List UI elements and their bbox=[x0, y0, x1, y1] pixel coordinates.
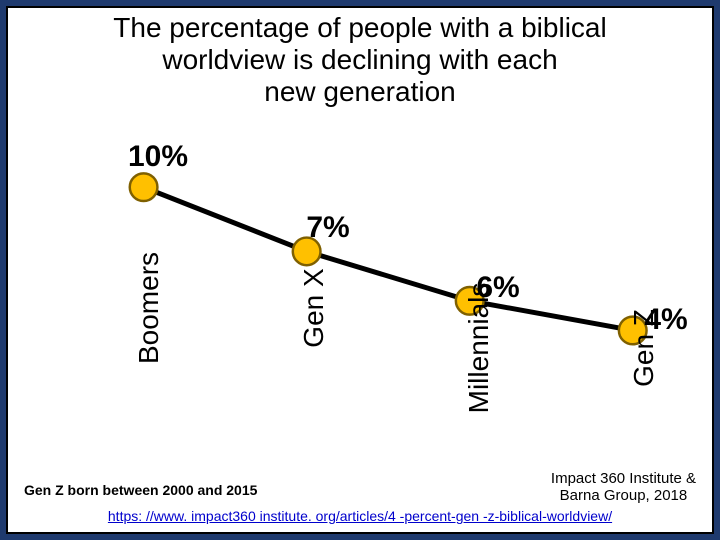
chart-line-group bbox=[144, 187, 633, 330]
data-marker bbox=[130, 173, 158, 201]
title-line-1: The percentage of people with a biblical bbox=[113, 12, 606, 43]
slide-title: The percentage of people with a biblical… bbox=[8, 12, 712, 109]
value-label: 10% bbox=[128, 140, 188, 174]
generation-label: Boomers bbox=[133, 252, 165, 364]
chart-area: 10%Boomers7%Gen X6%Millennials4%Gen Z bbox=[48, 118, 672, 452]
slide-frame: The percentage of people with a biblical… bbox=[6, 6, 714, 534]
footnote-right: Impact 360 Institute & Barna Group, 2018 bbox=[551, 470, 696, 505]
title-line-2: worldview is declining with each bbox=[162, 44, 557, 75]
trend-line bbox=[144, 187, 633, 330]
source-url[interactable]: https: //www. impact360 institute. org/a… bbox=[8, 508, 712, 524]
footnote-right-line-2: Barna Group, 2018 bbox=[560, 487, 688, 504]
generation-label: Gen X bbox=[298, 268, 330, 347]
generation-label: Millennials bbox=[463, 283, 495, 414]
footnote-right-line-1: Impact 360 Institute & bbox=[551, 470, 696, 487]
generation-label: Gen Z bbox=[628, 309, 660, 387]
title-line-3: new generation bbox=[264, 76, 455, 107]
value-label: 7% bbox=[306, 211, 349, 245]
footnote-left: Gen Z born between 2000 and 2015 bbox=[24, 482, 257, 498]
